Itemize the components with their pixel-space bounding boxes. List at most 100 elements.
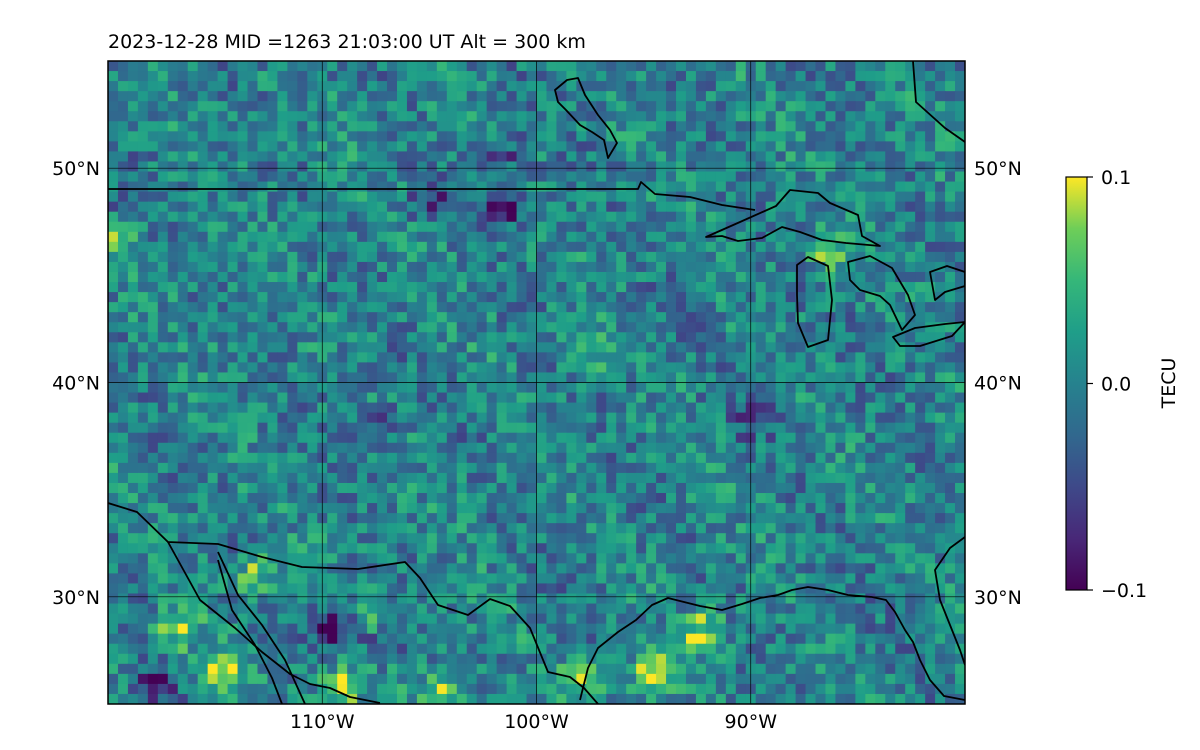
heatmap-cell (436, 161, 448, 173)
heatmap-cell (705, 91, 717, 102)
heatmap-cell (496, 191, 508, 203)
heatmap-cell (506, 593, 518, 605)
heatmap-cell (945, 493, 956, 504)
heatmap-cell (955, 211, 965, 223)
heatmap-cell (187, 462, 199, 474)
heatmap-cell (277, 312, 288, 323)
heatmap-cell (945, 593, 956, 605)
heatmap-cell (207, 101, 219, 112)
heatmap-cell (347, 71, 358, 82)
heatmap-cell (127, 201, 139, 213)
heatmap-cell (456, 513, 468, 524)
heatmap-cell (267, 513, 279, 524)
heatmap-cell (586, 111, 597, 122)
heatmap-cell (496, 282, 508, 293)
heatmap-cell (426, 312, 438, 323)
heatmap-cell (257, 251, 269, 263)
heatmap-cell (715, 623, 727, 635)
heatmap-cell (646, 583, 657, 595)
heatmap-cell (207, 251, 219, 263)
heatmap-cell (516, 101, 528, 112)
heatmap-cell (845, 392, 856, 404)
heatmap-cell (197, 493, 209, 504)
heatmap-cell (117, 332, 129, 343)
heatmap-cell (277, 462, 288, 474)
heatmap-cell (516, 382, 528, 394)
heatmap-cell (526, 342, 538, 353)
heatmap-cell (536, 412, 548, 424)
heatmap-cell (775, 563, 787, 574)
heatmap-cell (725, 141, 737, 153)
heatmap-cell (685, 312, 697, 323)
heatmap-cell (476, 412, 488, 424)
heatmap-cell (137, 151, 149, 163)
heatmap-cell (217, 181, 229, 193)
heatmap-cell (735, 171, 747, 183)
heatmap-cell (536, 633, 548, 645)
heatmap-cell (416, 111, 428, 122)
heatmap-cell (436, 603, 448, 615)
heatmap-cell (895, 402, 906, 414)
heatmap-cell (835, 342, 847, 353)
heatmap-cell (496, 332, 508, 343)
heatmap-cell (775, 251, 787, 263)
heatmap-cell (566, 382, 577, 394)
heatmap-cell (915, 292, 926, 303)
heatmap-cell (765, 493, 777, 504)
heatmap-cell (795, 211, 807, 223)
heatmap-cell (825, 372, 837, 384)
heatmap-cell (217, 71, 229, 82)
heatmap-cell (586, 251, 597, 263)
heatmap-cell (426, 412, 438, 424)
heatmap-cell (855, 241, 866, 253)
heatmap-cell (446, 261, 458, 273)
heatmap-cell (666, 362, 677, 374)
heatmap-cell (785, 251, 797, 263)
heatmap-cell (905, 613, 916, 625)
heatmap-cell (596, 91, 607, 102)
heatmap-cell (915, 583, 926, 595)
heatmap-cell (466, 633, 478, 645)
heatmap-cell (436, 191, 448, 203)
heatmap-cell (566, 553, 577, 564)
heatmap-cell (636, 503, 647, 514)
heatmap-cell (297, 91, 308, 102)
heatmap-cell (267, 372, 279, 384)
heatmap-cell (785, 573, 797, 585)
heatmap-cell (626, 493, 637, 504)
heatmap-cell (337, 332, 348, 343)
heatmap-cell (337, 101, 348, 112)
heatmap-cell (347, 372, 358, 384)
heatmap-cell (167, 312, 179, 323)
heatmap-cell (207, 533, 219, 544)
heatmap-cell (357, 302, 368, 313)
heatmap-cell (476, 613, 488, 625)
heatmap-cell (327, 231, 338, 243)
heatmap-cell (945, 181, 956, 193)
heatmap-cell (496, 342, 508, 353)
heatmap-cell (566, 181, 577, 193)
heatmap-cell (416, 201, 428, 213)
heatmap-cell (596, 573, 607, 585)
heatmap-cell (426, 302, 438, 313)
heatmap-cell (257, 322, 269, 333)
heatmap-cell (396, 332, 408, 343)
heatmap-cell (676, 342, 687, 353)
heatmap-cell (705, 402, 717, 414)
heatmap-cell (905, 292, 916, 303)
heatmap-cell (108, 191, 119, 203)
heatmap-cell (157, 332, 169, 343)
heatmap-cell (466, 543, 478, 554)
heatmap-cell (436, 412, 448, 424)
heatmap-cell (755, 151, 767, 163)
heatmap-cell (466, 362, 478, 374)
heatmap-cell (496, 613, 508, 625)
heatmap-cell (207, 523, 219, 534)
heatmap-cell (775, 402, 787, 414)
heatmap-cell (157, 282, 169, 293)
heatmap-cell (845, 322, 856, 333)
heatmap-cell (197, 633, 209, 645)
heatmap-cell (915, 352, 926, 364)
heatmap-cell (237, 292, 249, 303)
heatmap-cell (646, 251, 657, 263)
